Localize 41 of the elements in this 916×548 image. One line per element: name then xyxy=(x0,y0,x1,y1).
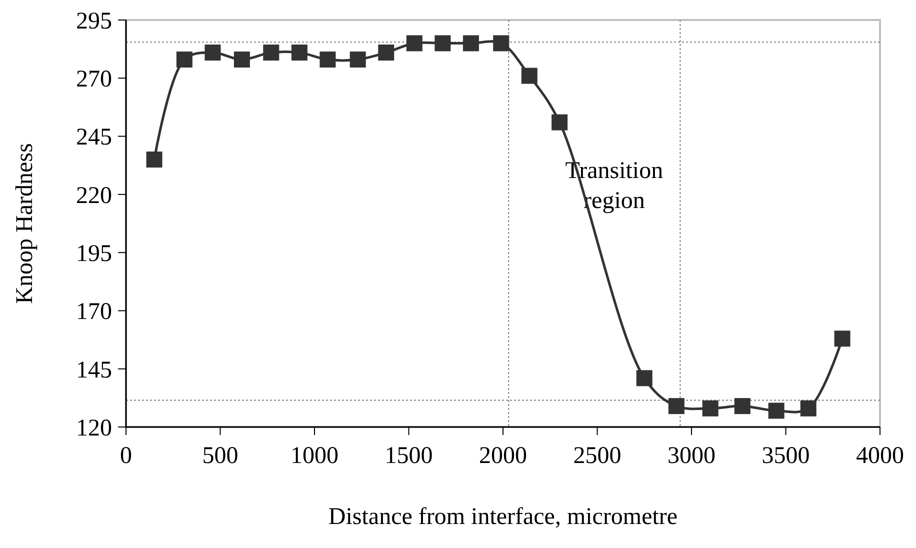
point xyxy=(291,44,308,61)
point xyxy=(768,402,784,419)
y-tick-label: 220 xyxy=(76,182,112,209)
point xyxy=(668,398,684,414)
point xyxy=(434,35,451,52)
point xyxy=(263,44,280,61)
point xyxy=(834,330,850,347)
point xyxy=(800,400,816,416)
x-tick-label: 2000 xyxy=(479,443,527,469)
point xyxy=(378,44,394,61)
x-tick-label: 4000 xyxy=(856,443,904,469)
x-tick-label: 2500 xyxy=(573,443,622,469)
x-axis-title: Distance from interface, micrometre xyxy=(328,504,678,530)
y-tick-label: 295 xyxy=(76,8,112,34)
y-tick-label: 145 xyxy=(76,357,112,384)
y-tick-label: 270 xyxy=(76,66,112,93)
point xyxy=(636,370,652,386)
point xyxy=(493,35,510,52)
point xyxy=(406,35,422,52)
point xyxy=(702,400,718,416)
y-tick-label: 120 xyxy=(76,415,112,442)
point xyxy=(234,52,250,68)
y-tick-label: 245 xyxy=(76,124,112,151)
point xyxy=(462,35,479,52)
point xyxy=(204,44,221,61)
x-tick-label: 1000 xyxy=(290,443,338,469)
point xyxy=(734,398,750,414)
x-tick-label: 500 xyxy=(202,443,238,469)
x-tick-label: 0 xyxy=(120,443,132,469)
point xyxy=(521,68,538,84)
point xyxy=(176,52,192,68)
x-tick-label: 1500 xyxy=(384,443,433,469)
x-tick-label: 3500 xyxy=(762,443,810,469)
x-tick-label: 3000 xyxy=(668,443,716,469)
point xyxy=(320,52,336,68)
point xyxy=(146,152,162,168)
point xyxy=(350,52,366,68)
y-axis-title: Knoop Hardness xyxy=(12,143,38,304)
point xyxy=(552,114,568,130)
y-tick-label: 170 xyxy=(76,299,112,326)
y-tick-label: 195 xyxy=(76,240,112,267)
